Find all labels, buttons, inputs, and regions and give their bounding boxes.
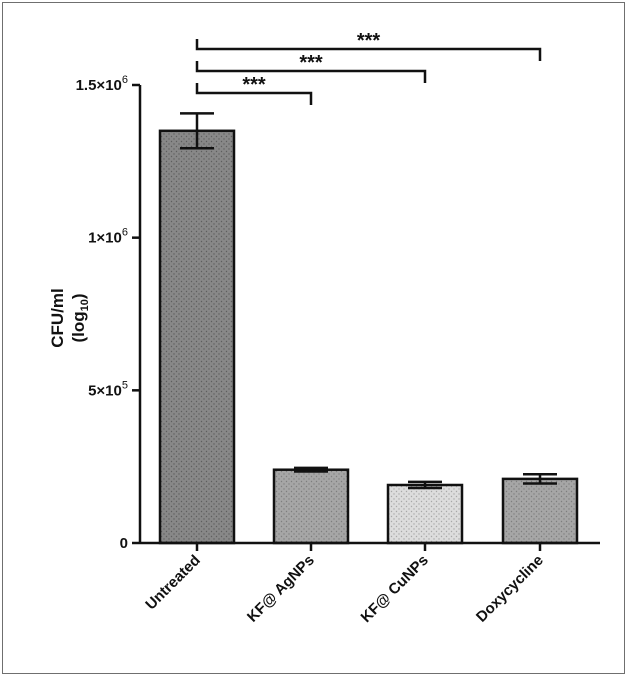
y-tick-label-2: 1×106: [88, 227, 128, 247]
bar-2: [386, 483, 464, 545]
error-bar-2: [408, 480, 442, 490]
y-tick-label-0: 0: [120, 535, 128, 552]
y-tick-label-3: 1.5×106: [76, 74, 128, 94]
y-axis-title-close: ): [69, 293, 88, 299]
significance-label-2: ***: [242, 74, 266, 96]
x-category-label-3: Doxycycline: [473, 552, 547, 626]
x-category-label-1: KF@ AgNPs: [244, 552, 318, 626]
significance-bracket-0: ***: [195, 30, 542, 61]
error-bar-1: [294, 466, 328, 473]
error-bar-0: [180, 112, 214, 150]
y-axis-title-subscript: 10: [79, 299, 91, 311]
bar-3: [501, 477, 579, 545]
significance-bracket-2: ***: [195, 74, 313, 105]
significance-bracket-1: ***: [195, 52, 427, 83]
significance-label-1: ***: [299, 52, 323, 74]
y-tick-label-1: 5×105: [88, 379, 128, 399]
error-bar-3: [523, 473, 557, 485]
x-category-label-2: KF@ CuNPs: [358, 552, 432, 626]
y-axis-title-line2: (log10): [69, 293, 91, 342]
bar-1: [272, 468, 350, 545]
x-category-label-0: Untreated: [142, 552, 204, 614]
significance-label-0: ***: [357, 30, 381, 52]
y-axis-title-line1: CFU/ml: [48, 288, 67, 348]
bar-0: [158, 129, 236, 545]
y-axis-title-log: (log: [69, 311, 88, 342]
